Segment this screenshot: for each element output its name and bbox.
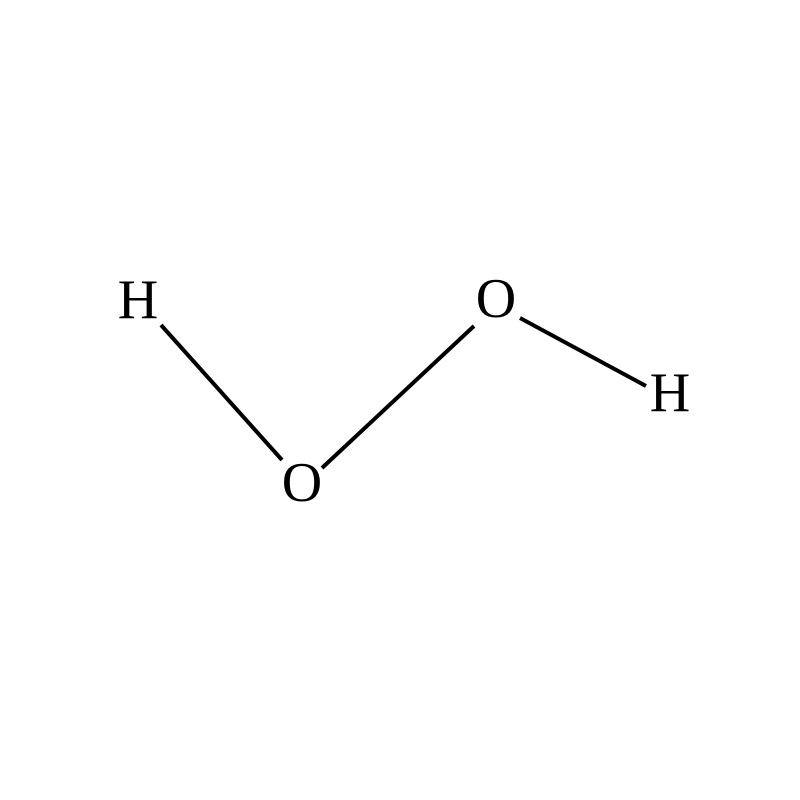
atom-label-o1: O bbox=[282, 452, 322, 514]
bond bbox=[161, 325, 282, 460]
atom-label-h1: H bbox=[118, 269, 158, 331]
atom-label-h2: H bbox=[650, 362, 690, 424]
bond bbox=[520, 318, 646, 386]
bond bbox=[322, 326, 474, 468]
atom-label-o2: O bbox=[476, 268, 516, 330]
